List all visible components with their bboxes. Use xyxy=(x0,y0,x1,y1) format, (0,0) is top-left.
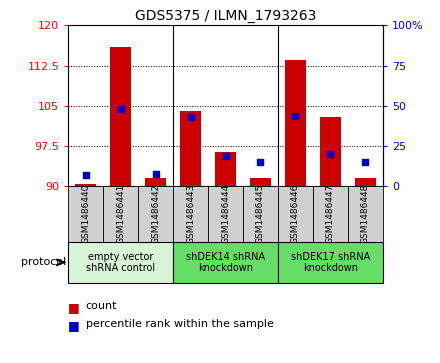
Text: GSM1486448: GSM1486448 xyxy=(361,184,370,244)
Point xyxy=(362,159,369,165)
Text: GSM1486447: GSM1486447 xyxy=(326,184,335,244)
Bar xyxy=(138,187,173,242)
Text: GSM1486445: GSM1486445 xyxy=(256,184,265,244)
Point xyxy=(222,153,229,159)
Point xyxy=(292,113,299,118)
Bar xyxy=(180,111,201,187)
Point xyxy=(117,106,124,112)
Text: count: count xyxy=(86,301,117,311)
Bar xyxy=(278,242,383,283)
Point xyxy=(152,171,159,176)
Bar xyxy=(173,242,278,283)
Text: GSM1486440: GSM1486440 xyxy=(81,184,90,244)
Bar xyxy=(355,179,376,187)
Title: GDS5375 / ILMN_1793263: GDS5375 / ILMN_1793263 xyxy=(135,9,316,23)
Bar xyxy=(348,187,383,242)
Bar xyxy=(285,60,306,187)
Text: shDEK14 shRNA
knockdown: shDEK14 shRNA knockdown xyxy=(186,252,265,273)
Point xyxy=(327,151,334,157)
Bar xyxy=(313,187,348,242)
Bar xyxy=(110,47,131,187)
Bar xyxy=(208,187,243,242)
Bar xyxy=(278,187,313,242)
Text: GSM1486444: GSM1486444 xyxy=(221,184,230,244)
Bar xyxy=(75,184,96,187)
Bar xyxy=(145,179,166,187)
Text: shDEK17 shRNA
knockdown: shDEK17 shRNA knockdown xyxy=(291,252,370,273)
Bar xyxy=(103,187,138,242)
Bar xyxy=(320,117,341,187)
Text: GSM1486442: GSM1486442 xyxy=(151,184,160,244)
Text: empty vector
shRNA control: empty vector shRNA control xyxy=(86,252,155,273)
Text: percentile rank within the sample: percentile rank within the sample xyxy=(86,319,274,330)
Text: protocol: protocol xyxy=(21,257,66,268)
Bar xyxy=(243,187,278,242)
Bar xyxy=(215,152,236,187)
Point xyxy=(257,159,264,165)
Bar xyxy=(68,242,173,283)
Bar xyxy=(173,187,208,242)
Point xyxy=(82,172,89,178)
Bar xyxy=(68,187,103,242)
Text: ■: ■ xyxy=(68,319,80,333)
Text: ■: ■ xyxy=(68,301,80,314)
Text: GSM1486441: GSM1486441 xyxy=(116,184,125,244)
Point xyxy=(187,114,194,120)
Bar xyxy=(250,179,271,187)
Text: GSM1486446: GSM1486446 xyxy=(291,184,300,244)
Text: GSM1486443: GSM1486443 xyxy=(186,184,195,244)
